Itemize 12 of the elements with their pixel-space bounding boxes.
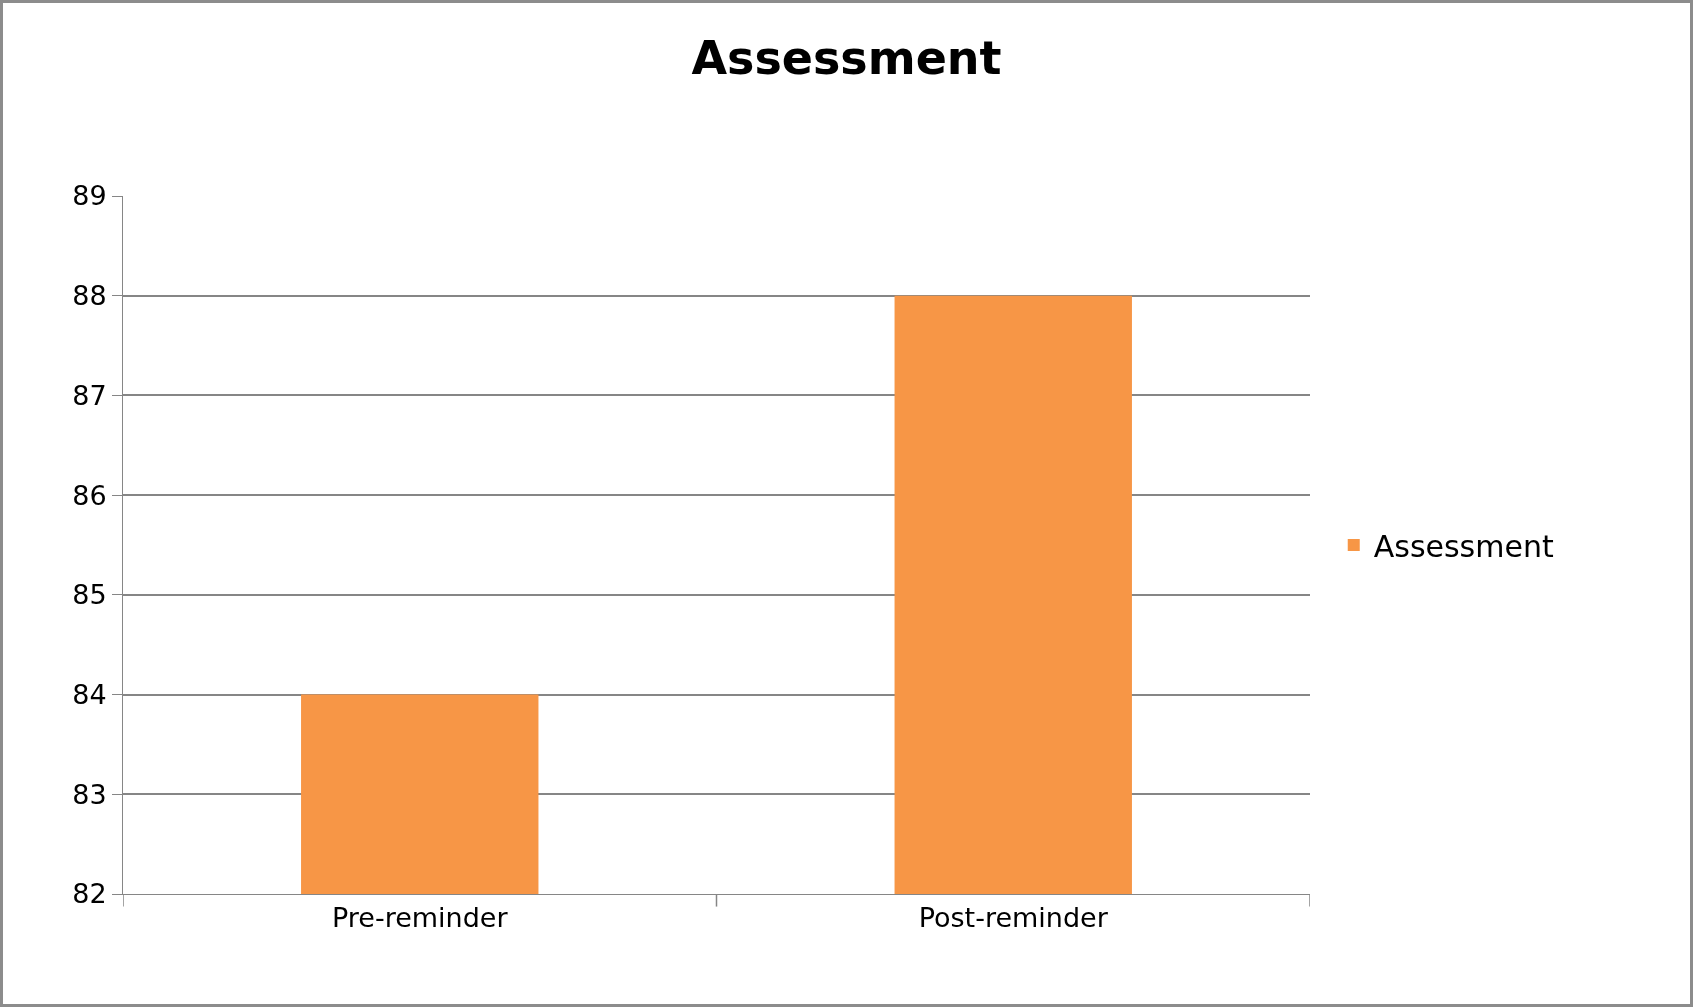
y-tick-label: 88 [72,280,107,312]
x-tick-label: Pre-reminder [331,902,509,934]
y-tick-label: 85 [72,579,107,611]
legend-label: Assessment [1373,528,1554,564]
chart-title: Assessment [691,31,1002,86]
y-tick-label: 87 [72,379,107,411]
y-tick-label: 89 [72,180,107,212]
y-tick-label: 84 [72,679,107,711]
y-tick-label: 86 [72,479,107,511]
x-tick-label: Post-reminder [918,902,1109,934]
y-tick-label: 83 [72,778,107,810]
y-tick-label: 82 [72,878,107,910]
